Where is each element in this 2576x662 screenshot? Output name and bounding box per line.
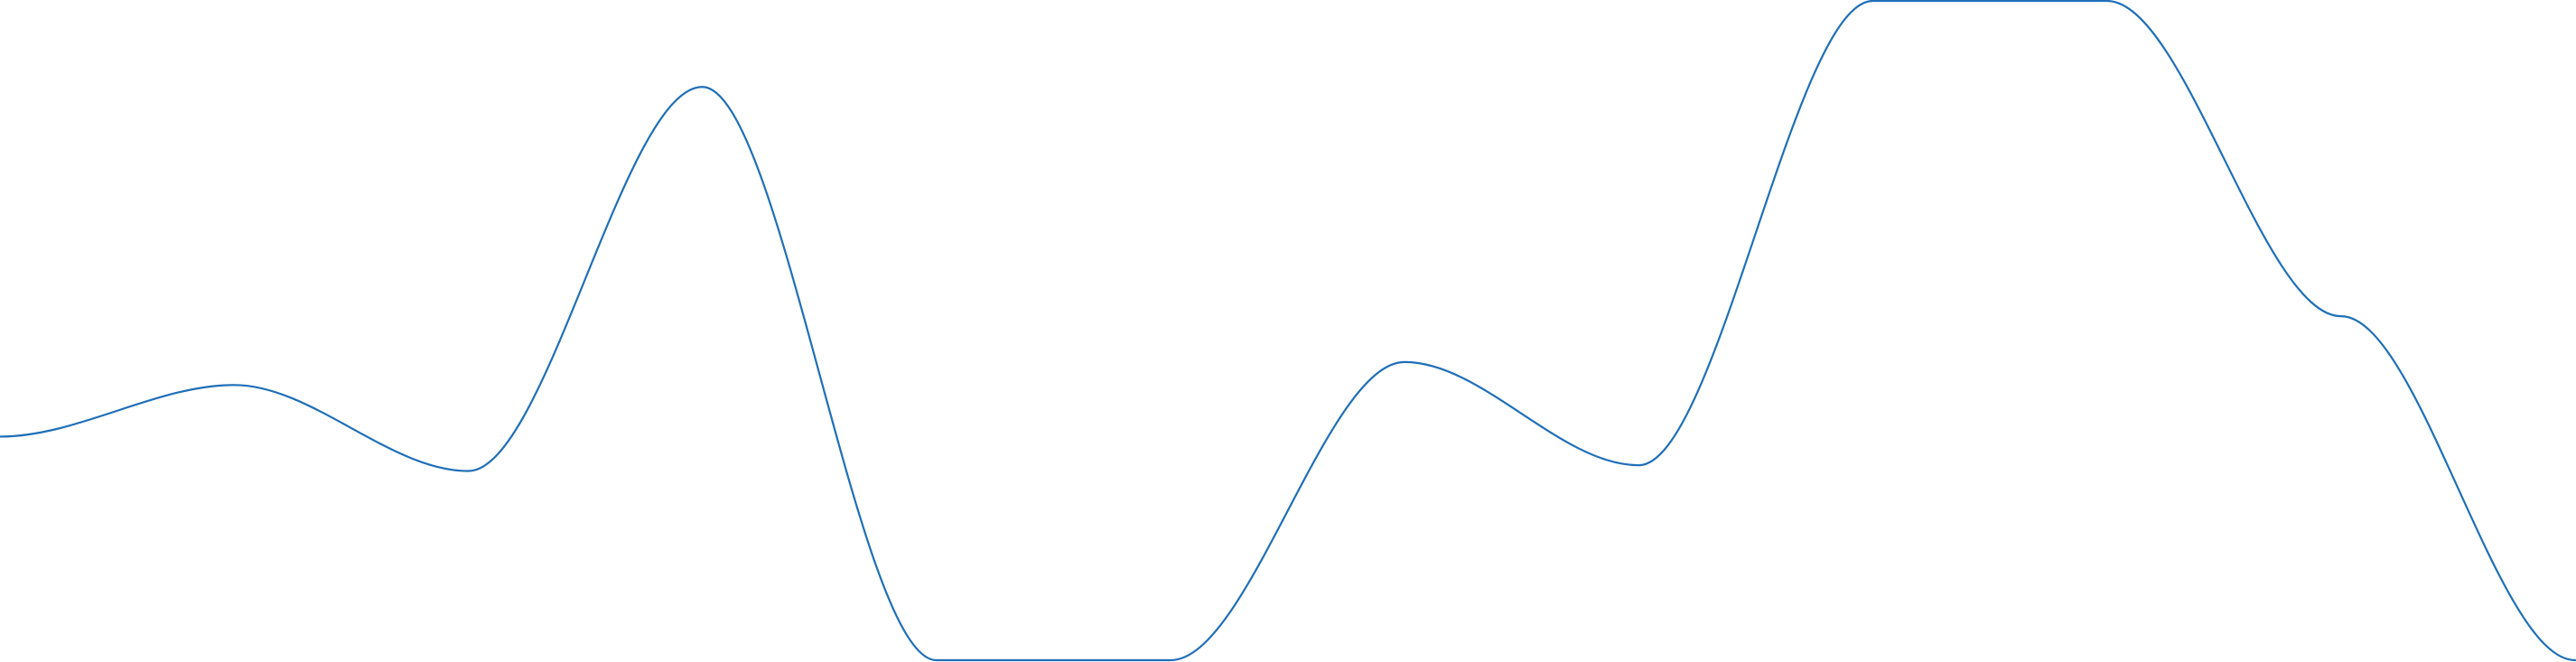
chart-container [0, 0, 2576, 662]
series-layer [0, 1, 2575, 660]
line-chart [0, 0, 2576, 662]
series-line-0 [0, 1, 2575, 660]
